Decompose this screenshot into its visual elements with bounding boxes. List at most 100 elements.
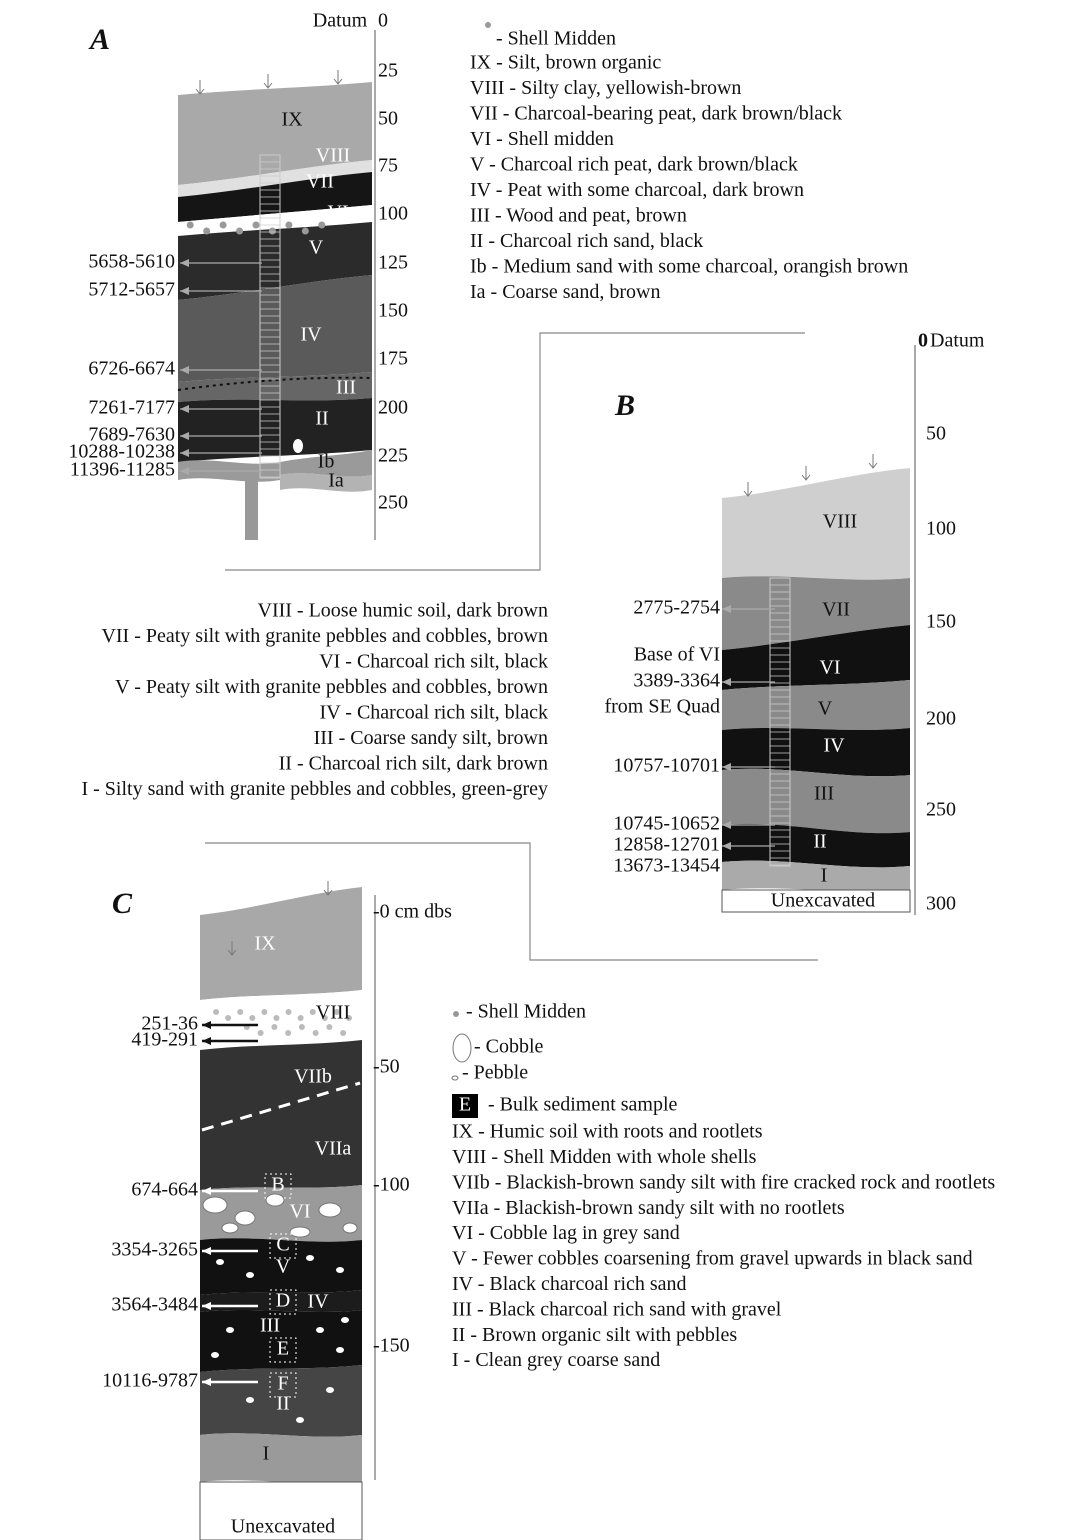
label: Datum xyxy=(313,10,368,32)
pebble xyxy=(246,1272,254,1278)
legend-entry: VI - Charcoal rich silt, black xyxy=(319,651,548,673)
date-label: 5712-5657 xyxy=(88,279,175,301)
legend-symbol: E xyxy=(459,1094,471,1116)
depth-label: 75 xyxy=(378,155,398,177)
legend-entry: I - Silty sand with granite pebbles and … xyxy=(81,778,548,800)
shell-symbol xyxy=(299,1024,305,1030)
pebble xyxy=(336,1347,344,1353)
depth-label: -50 xyxy=(373,1056,400,1078)
layer-label: I xyxy=(821,865,828,887)
legend-entry: - Shell Midden xyxy=(466,1001,586,1023)
pebble xyxy=(211,1352,219,1358)
depth-label: 25 xyxy=(378,60,398,82)
pebble xyxy=(306,1255,314,1261)
layer-label: I xyxy=(263,1443,270,1465)
shell-symbol xyxy=(258,1030,264,1036)
shell-symbol xyxy=(298,1015,304,1021)
legend-entry: - Shell Midden xyxy=(496,28,616,50)
layer-label: IV xyxy=(300,324,322,346)
legend-entry: III - Black charcoal rich sand with grav… xyxy=(452,1298,782,1320)
shell-symbol xyxy=(302,228,309,235)
label: Datum xyxy=(930,330,985,352)
layer xyxy=(200,1040,362,1190)
layer-label: VIII xyxy=(316,1002,350,1024)
depth-label: 0 xyxy=(378,10,388,32)
vegetation xyxy=(744,482,752,496)
date-label: Base of VI xyxy=(634,644,720,666)
layer xyxy=(200,1433,362,1483)
vegetation xyxy=(802,466,810,480)
pebble xyxy=(336,1267,344,1273)
legend-entry: VIII - Loose humic soil, dark brown xyxy=(258,600,549,622)
core-stem xyxy=(245,480,258,540)
label: A xyxy=(88,23,110,56)
legend-entry: IX - Humic soil with roots and rootlets xyxy=(452,1121,763,1143)
pebble xyxy=(226,1327,234,1333)
layer-label: IV xyxy=(307,1291,329,1313)
sample-label: D xyxy=(276,1290,290,1312)
pebble xyxy=(316,1327,324,1333)
legend-entry: V - Peaty silt with granite pebbles and … xyxy=(115,676,548,698)
shell-symbol xyxy=(273,1015,279,1021)
legend-entry: Ib - Medium sand with some charcoal, ora… xyxy=(470,256,908,278)
depth-label: 100 xyxy=(378,203,408,225)
shell-symbol xyxy=(203,228,210,235)
legend-entry: III - Wood and peat, brown xyxy=(470,205,687,227)
depth-label: 150 xyxy=(926,611,956,633)
shell-symbol xyxy=(261,1009,267,1015)
cobble xyxy=(222,1223,238,1233)
layer-label: Unexcavated xyxy=(231,1516,335,1538)
depth-label: 250 xyxy=(378,492,408,514)
legend-entry: II - Charcoal rich silt, dark brown xyxy=(279,753,548,775)
date-label: 3354-3265 xyxy=(111,1239,198,1261)
depth-label: -150 xyxy=(373,1335,410,1357)
date-label: 11396-11285 xyxy=(70,459,175,481)
layer-label: VI xyxy=(289,1201,310,1223)
layer xyxy=(722,468,910,580)
shell-symbol xyxy=(269,228,276,235)
depth-label: 200 xyxy=(378,397,408,419)
date-label: 674-664 xyxy=(131,1179,198,1201)
sample-label: B xyxy=(271,1174,284,1196)
sample-label: F xyxy=(277,1373,288,1395)
date-label: 6726-6674 xyxy=(88,358,175,380)
layer-label: II xyxy=(315,408,328,430)
legend-entry: VIII - Shell Midden with whole shells xyxy=(452,1146,757,1168)
pebble xyxy=(452,1076,458,1080)
layer-label: VI xyxy=(819,657,840,679)
legend-entry: II - Charcoal rich sand, black xyxy=(470,230,703,252)
legend-entry: V - Fewer cobbles coarsening from gravel… xyxy=(452,1248,973,1270)
legend-entry: II - Brown organic silt with pebbles xyxy=(452,1324,737,1346)
cobble xyxy=(293,439,303,453)
stratigraphy-figure: ADatum0255075100125150175200225250IXVIII… xyxy=(0,0,1083,1540)
label: B xyxy=(614,389,635,422)
shell-symbol xyxy=(285,222,292,229)
layer-label: IV xyxy=(823,735,845,757)
depth-label: 175 xyxy=(378,348,408,370)
legend-entry: VIIa - Blackish-brown sandy silt with no… xyxy=(452,1197,845,1219)
layer-label: V xyxy=(276,1256,291,1278)
depth-label: 300 xyxy=(926,893,956,915)
legend-entry: IX - Silt, brown organic xyxy=(470,52,661,74)
shell-symbol xyxy=(236,228,243,235)
depth-label: 225 xyxy=(378,445,408,467)
depth-label: 250 xyxy=(926,799,956,821)
layer-label: VIII xyxy=(316,145,350,167)
pebble xyxy=(341,1317,349,1323)
legend-entry: VII - Charcoal-bearing peat, dark brown/… xyxy=(470,103,842,125)
cobble xyxy=(266,1194,284,1206)
layer-label: II xyxy=(813,831,826,853)
cobble xyxy=(235,1211,255,1225)
legend-entry: VIII - Silty clay, yellowish-brown xyxy=(470,77,741,99)
shell-symbol xyxy=(253,222,260,229)
shell-symbol xyxy=(326,1024,332,1030)
layer-label: III xyxy=(260,1315,280,1337)
layer-label: Ia xyxy=(328,470,344,492)
layer xyxy=(200,887,362,1000)
legend-entry: Ia - Coarse sand, brown xyxy=(470,281,661,303)
depth-label: 150 xyxy=(378,300,408,322)
shell-symbol xyxy=(340,1030,346,1036)
layer-label: VIIb xyxy=(294,1066,332,1088)
legend-entry: I - Clean grey coarse sand xyxy=(452,1349,660,1371)
cobble xyxy=(203,1197,227,1213)
